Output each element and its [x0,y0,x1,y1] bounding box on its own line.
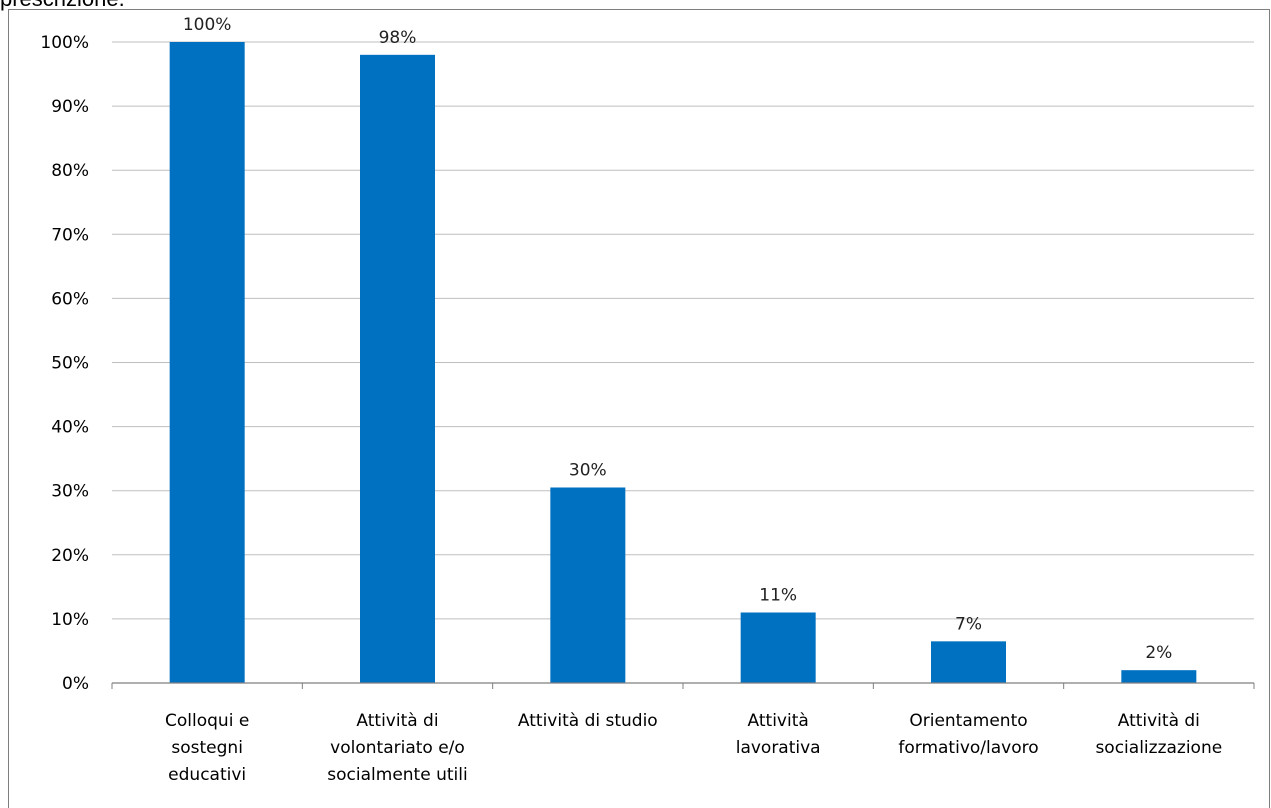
y-tick-label: 20% [51,546,89,566]
gridlines [112,41,1254,620]
y-tick-label: 80% [51,161,89,181]
data-label: 98% [379,28,417,48]
x-axis [111,682,1255,689]
data-label: 30% [569,460,607,480]
y-tick-label: 0% [62,674,89,694]
y-tick-label: 70% [51,225,89,245]
bar [740,612,816,683]
category-label: Attività di socializzazione [1095,711,1222,758]
y-tick-label: 40% [51,418,89,438]
data-label: 11% [759,585,797,605]
header-partial-text: prescrizione. [0,0,125,12]
bars [169,42,1197,683]
bar [1121,670,1197,683]
y-tick-label: 100% [40,33,89,53]
data-labels: 100% 98% 30% 11% 7% 2% [183,15,1172,663]
bar [550,487,626,683]
bar [931,641,1006,683]
data-label: 100% [183,15,232,35]
bar [169,42,245,683]
category-label: Attività lavorativa [736,711,821,758]
data-label: 7% [955,614,982,634]
y-tick-label: 60% [51,289,89,309]
category-label: Colloqui e sostegni educativi [165,711,249,785]
chart-frame [8,9,1270,808]
y-tick-label: 30% [51,482,89,502]
bar [360,54,435,683]
y-tick-label: 90% [51,97,89,117]
category-labels: Colloqui e sostegni educativi Attività di vo… [165,711,1222,785]
category-label: Orientamento formativo/lavoro [898,711,1038,758]
y-tick-label: 50% [51,354,89,374]
category-label: Attività di volontariato e/o socialmente u… [327,711,467,785]
y-tick-label: 10% [51,610,89,630]
y-axis-ticks: 0% 10% 20% 30% 40% 50% 60% 70% 80% 90% 100% [40,33,89,694]
category-label: Attività di studio [518,711,658,731]
data-label: 2% [1145,643,1172,663]
